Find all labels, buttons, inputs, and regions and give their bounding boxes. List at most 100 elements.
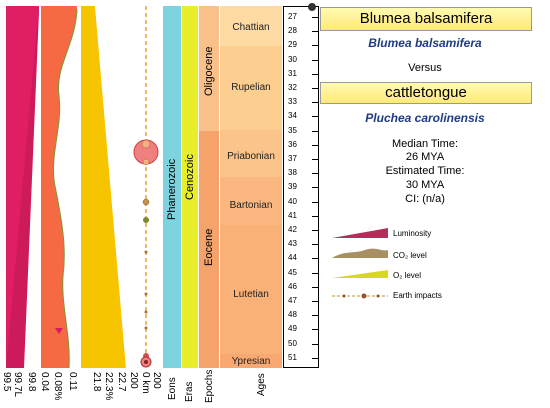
time-axis-tick-mark [312, 329, 318, 331]
epoch-eocene: Eocene [203, 228, 215, 266]
time-axis-tick-mark [312, 31, 318, 33]
co2-tick-3: 0.11 [67, 372, 78, 391]
age-block-chattian [220, 6, 282, 46]
time-axis-tick-label: 35 [288, 125, 297, 135]
confidence-interval: CI: (n/a) [405, 193, 445, 205]
age-block-rupelian [220, 46, 282, 130]
time-axis-tick-mark [312, 230, 318, 231]
time-axis-tick-label: 45 [288, 267, 297, 277]
time-axis-box [283, 6, 319, 368]
time-axis-tick-label: 27 [288, 12, 297, 21]
era-name: Cenozoic [184, 154, 196, 200]
time-axis-tick-label: 34 [288, 111, 297, 121]
legend [330, 228, 450, 308]
time-axis-tick-mark [312, 187, 318, 189]
versus-label: Versus [408, 62, 442, 74]
age-chattian: Chattian [232, 22, 270, 33]
time-axis-tick-mark [312, 343, 318, 345]
impacts-tick-1: 200 [128, 372, 139, 389]
time-axis-tick-label: 32 [288, 83, 297, 92]
time-axis-tick-label: 43 [288, 239, 297, 249]
o2-tick-3: 22.7 [116, 372, 127, 392]
o2-swatch [332, 270, 388, 278]
time-axis-tick-label: 30 [288, 54, 297, 64]
time-axis-tick-mark [312, 17, 318, 18]
time-axis-tick-mark [312, 144, 318, 146]
time-axis-tick-mark [312, 173, 318, 175]
impacts-chart [133, 6, 159, 368]
time-axis-tick-label: 33 [288, 97, 297, 107]
estimated-time-label: Estimated Time: [385, 165, 465, 177]
o2-column [81, 6, 126, 368]
era-band [182, 6, 198, 368]
age-block-bartonian [220, 177, 282, 225]
time-axis-tick-label: 46 [288, 281, 297, 291]
time-axis-tick-label: 38 [288, 168, 297, 178]
epoch-band-oligocene [199, 6, 219, 131]
time-axis-tick-mark [312, 159, 318, 160]
time-axis-tick-mark [312, 357, 318, 359]
impacts-tick-3: 200 [151, 372, 162, 389]
age-rupelian: Rupelian [231, 82, 271, 93]
o2-tick-1: 21.8 [91, 372, 102, 392]
time-axis-tick-mark [312, 73, 318, 75]
time-axis-tick-mark [312, 201, 318, 203]
legend-luminosity: Luminosity [393, 229, 432, 238]
time-axis-tick-mark [312, 59, 318, 61]
legend-co2: CO₂ level [393, 251, 427, 260]
co2-column [41, 6, 79, 369]
taxon-a-common-name: Blumea balsamifera [320, 7, 532, 31]
age-ypresian: Ypresian [231, 356, 271, 367]
co2-chart [41, 6, 78, 369]
co2-tick-2: 0.08% [52, 372, 63, 401]
time-axis-tick-mark [312, 286, 318, 288]
time-axis-tick-label: 50 [288, 338, 297, 348]
taxon-a-scientific-name: Blumea balsamifera [368, 36, 482, 50]
time-axis-tick-label: 48 [288, 310, 297, 320]
legend-o2: O₂ level [393, 271, 422, 280]
time-axis-tick-mark [312, 272, 318, 274]
age-block-ypresian [220, 354, 282, 368]
impacts-column [130, 6, 160, 368]
impacts-tick-2: 0 km [140, 372, 151, 394]
estimated-time-value: 30 MYA [405, 179, 445, 191]
time-axis-tick-mark [312, 45, 318, 47]
time-axis-tick-mark [312, 301, 318, 302]
luminosity-tick-2: 99.7L [12, 372, 23, 398]
time-axis-tick-mark [312, 88, 318, 89]
legend-impacts: Earth impacts [393, 291, 442, 300]
time-axis-tick-mark [312, 258, 318, 260]
time-axis-tick-mark [312, 116, 318, 118]
age-priabonian: Priabonian [227, 151, 275, 162]
time-axis-tick-label: 29 [288, 40, 297, 50]
time-axis-tick-label: 44 [288, 253, 297, 263]
age-block-priabonian [220, 130, 282, 177]
time-axis-tick-label: 39 [288, 182, 297, 192]
luminosity-swatch [332, 228, 388, 238]
time-axis-tick-label: 41 [288, 210, 297, 220]
time-axis-tick-label: 31 [288, 68, 297, 78]
time-axis-tick-label: 40 [288, 196, 297, 206]
luminosity-tick-1: 99.5 [1, 372, 12, 392]
co2-swatch [332, 248, 388, 258]
time-axis-tick-label: 47 [288, 296, 297, 305]
epochs-axis-label: Epochs [204, 369, 215, 403]
time-axis-tick-label: 28 [288, 26, 297, 36]
taxon-b-scientific-name: Pluchea carolinensis [365, 111, 485, 125]
legend-swatches [332, 228, 388, 299]
luminosity-white-wedge [6, 6, 40, 373]
median-time-label: Median Time: [391, 138, 459, 150]
time-axis-tick-mark [312, 315, 318, 317]
eon-band [163, 6, 181, 368]
time-axis-tick-mark [312, 215, 318, 217]
age-lutetian: Lutetian [233, 289, 269, 300]
age-bartonian: Bartonian [229, 200, 273, 211]
time-axis-tick-label: 51 [288, 352, 297, 362]
time-axis-tick-label: 42 [288, 225, 297, 234]
ages-axis-label: Ages [256, 373, 267, 396]
time-axis-marker [308, 3, 316, 11]
co2-tick-1: 0.04 [39, 372, 50, 392]
time-axis-tick-label: 49 [288, 324, 297, 334]
time-axis-tick-mark [312, 102, 318, 104]
time-axis-tick-mark [312, 130, 318, 132]
